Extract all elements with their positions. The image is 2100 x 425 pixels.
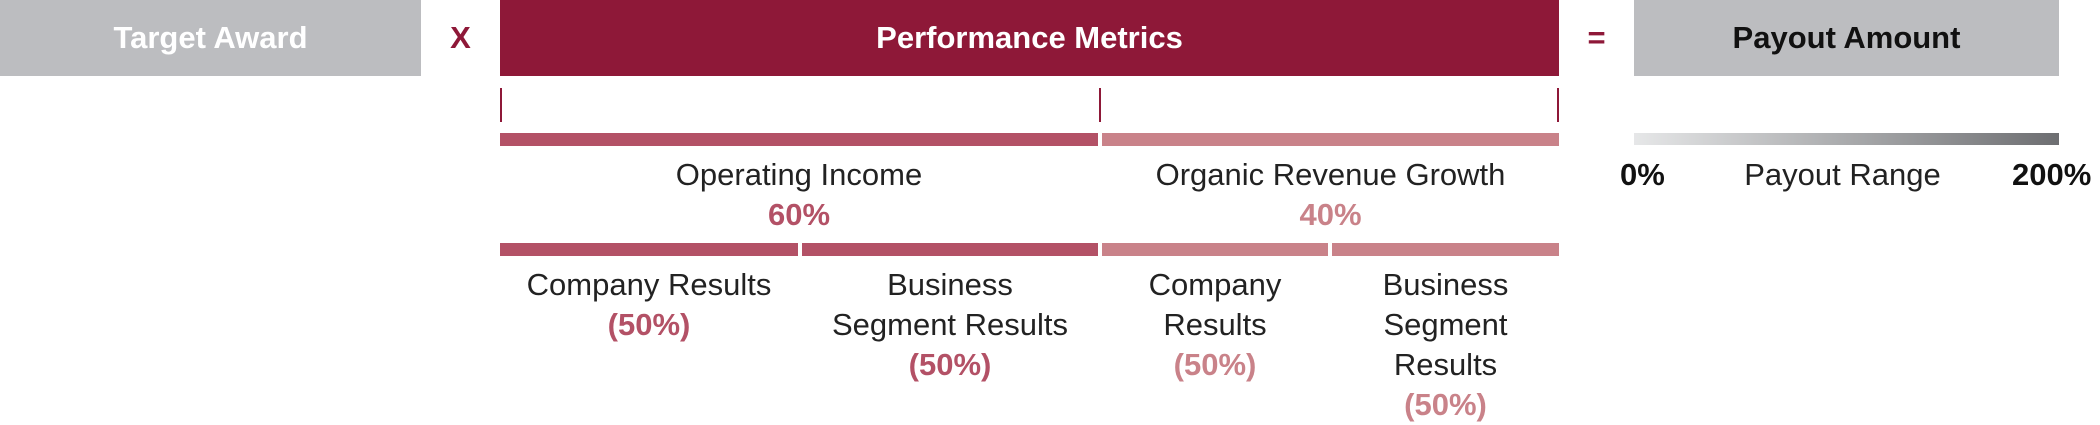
oi-segment-component: Business Segment Results (50%) <box>802 265 1098 385</box>
metric-weight: 60% <box>767 197 831 232</box>
org-segment-component: Business Segment Results (50%) <box>1332 265 1559 425</box>
metric-name: Operating Income <box>675 157 923 192</box>
component-label: Company <box>1148 267 1282 302</box>
component-weight: (50%) <box>1173 347 1257 382</box>
component-label: Results <box>1163 307 1267 342</box>
org-segment-bar <box>1332 243 1559 256</box>
metric-name: Organic Revenue Growth <box>1155 157 1506 192</box>
organic-revenue-metric: Organic Revenue Growth 40% <box>1102 155 1559 235</box>
oi-company-component: Company Results (50%) <box>500 265 798 345</box>
metric-weight: 40% <box>1299 197 1362 232</box>
component-label: Company Results <box>526 267 772 302</box>
component-weight: (50%) <box>1404 387 1487 422</box>
target-award-box: Target Award <box>0 0 421 76</box>
payout-range-max: 200% <box>2012 157 2092 192</box>
performance-metrics-label: Performance Metrics <box>876 20 1183 55</box>
component-weight: (50%) <box>607 307 691 342</box>
payout-amount-box: Payout Amount <box>1634 0 2059 76</box>
bracket-tick-middle <box>1099 88 1101 122</box>
component-label: Business <box>887 267 1013 302</box>
target-award-label: Target Award <box>113 20 308 55</box>
organic-revenue-bar <box>1102 133 1559 146</box>
component-weight: (50%) <box>908 347 992 382</box>
payout-amount-label: Payout Amount <box>1732 20 1961 55</box>
performance-metrics-box: Performance Metrics <box>500 0 1559 76</box>
bracket-tick-left <box>500 88 502 122</box>
operating-income-bar <box>500 133 1098 146</box>
bracket-tick-right <box>1557 88 1559 122</box>
multiply-operator: X <box>450 20 471 55</box>
component-label: Results <box>1393 347 1498 382</box>
component-label: Segment <box>1383 307 1508 342</box>
org-company-component: Company Results (50%) <box>1102 265 1328 385</box>
payout-range-label: Payout Range <box>1744 157 1941 192</box>
operating-income-metric: Operating Income 60% <box>500 155 1098 235</box>
payout-range-min: 0% <box>1620 157 1665 192</box>
oi-company-bar <box>500 243 798 256</box>
component-label: Business <box>1382 267 1509 302</box>
equals-operator: = <box>1587 20 1606 55</box>
component-label: Segment Results <box>831 307 1069 342</box>
payout-range-gradient <box>1634 133 2059 145</box>
org-company-bar <box>1102 243 1328 256</box>
oi-segment-bar <box>802 243 1098 256</box>
